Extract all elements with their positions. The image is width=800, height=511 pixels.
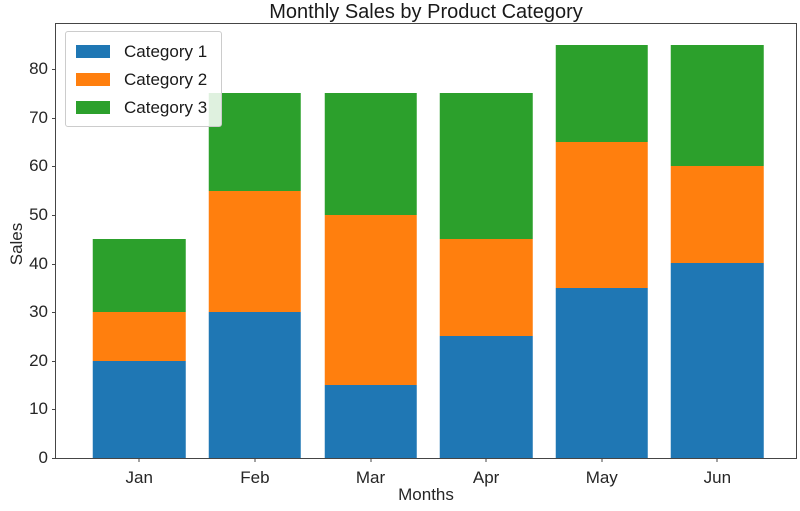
y-tick-mark [52, 117, 56, 119]
bar-jun-category-2-segment [671, 166, 764, 264]
bar-may-category-2-segment [555, 141, 648, 288]
x-tick-label-jan: Jan [125, 468, 153, 487]
x-tick-label-mar: Mar [355, 468, 386, 487]
x-tick-mark [716, 458, 718, 462]
bar-mar-category-2-segment [324, 214, 417, 386]
bar-jun-category-3-segment [671, 44, 764, 167]
y-tick-mark [52, 214, 56, 216]
bar-may-category-1-segment [555, 287, 648, 458]
y-tick-mark [52, 409, 56, 411]
x-tick-label-feb: Feb [240, 468, 270, 487]
y-tick-label: 50 [29, 204, 48, 224]
bar-mar-category-1-segment [324, 385, 417, 458]
y-tick-mark [52, 458, 56, 459]
bar-apr-category-2-segment [439, 239, 533, 337]
y-tick-label: 0 [38, 448, 48, 467]
y-tick-label: 70 [29, 107, 48, 127]
bar-may [555, 44, 648, 458]
y-tick-mark [52, 312, 56, 314]
x-tick-mark [138, 458, 140, 462]
bar-apr [439, 93, 533, 458]
y-tick-label: 20 [29, 350, 48, 370]
bar-feb-category-1-segment [208, 312, 302, 458]
chart-title: Monthly Sales by Product Category [269, 1, 583, 23]
bar-jan-category-2-segment [93, 312, 186, 361]
x-tick-mark [254, 458, 256, 462]
legend-item-category-1: Category 1 [76, 37, 207, 65]
bar-apr-category-3-segment [439, 93, 533, 240]
legend-item-category-3: Category 3 [76, 93, 207, 121]
bar-apr-category-1-segment [439, 336, 533, 458]
x-tick-label-apr: Apr [472, 468, 500, 487]
legend-label: Category 2 [124, 69, 208, 89]
legend-item-category-2: Category 2 [76, 65, 207, 93]
bar-mar-category-3-segment [324, 93, 417, 215]
y-tick-mark [52, 263, 56, 265]
y-tick-label: 60 [29, 156, 48, 176]
x-tick-mark [370, 458, 371, 462]
legend: Category 1 Category 2 Category 3 [65, 31, 223, 127]
bar-jan-category-3-segment [93, 239, 186, 313]
legend-swatch-icon [76, 72, 110, 86]
y-tick-mark [52, 360, 56, 362]
legend-label: Category 3 [124, 97, 208, 117]
x-tick-label-may: May [585, 468, 618, 487]
x-axis-label: Months [398, 485, 454, 504]
bar-feb-category-3-segment [208, 93, 302, 191]
y-tick-label: 40 [29, 253, 48, 273]
plot-area: Category 1 Category 2 Category 3 0 10 20 30 40… [29, 23, 797, 486]
bar-feb-category-2-segment [208, 190, 302, 313]
bar-jun [671, 44, 764, 458]
legend-swatch-icon [76, 100, 110, 114]
legend-label: Category 1 [124, 41, 208, 61]
bar-mar [324, 93, 417, 458]
x-tick-label-jun: Jun [703, 468, 732, 487]
y-tick-mark [52, 68, 56, 70]
legend-swatch-icon [76, 44, 110, 58]
y-tick-mark [52, 166, 56, 168]
bar-may-category-3-segment [555, 44, 648, 142]
x-tick-mark [485, 458, 487, 462]
bar-feb [208, 93, 302, 458]
bar-jan [93, 239, 186, 458]
y-tick-label: 10 [29, 399, 48, 419]
y-tick-label: 80 [29, 58, 48, 78]
y-tick-label: 30 [29, 302, 48, 322]
bar-jun-category-1-segment [671, 263, 764, 458]
bar-jan-category-1-segment [93, 360, 186, 458]
x-tick-mark [601, 458, 603, 462]
